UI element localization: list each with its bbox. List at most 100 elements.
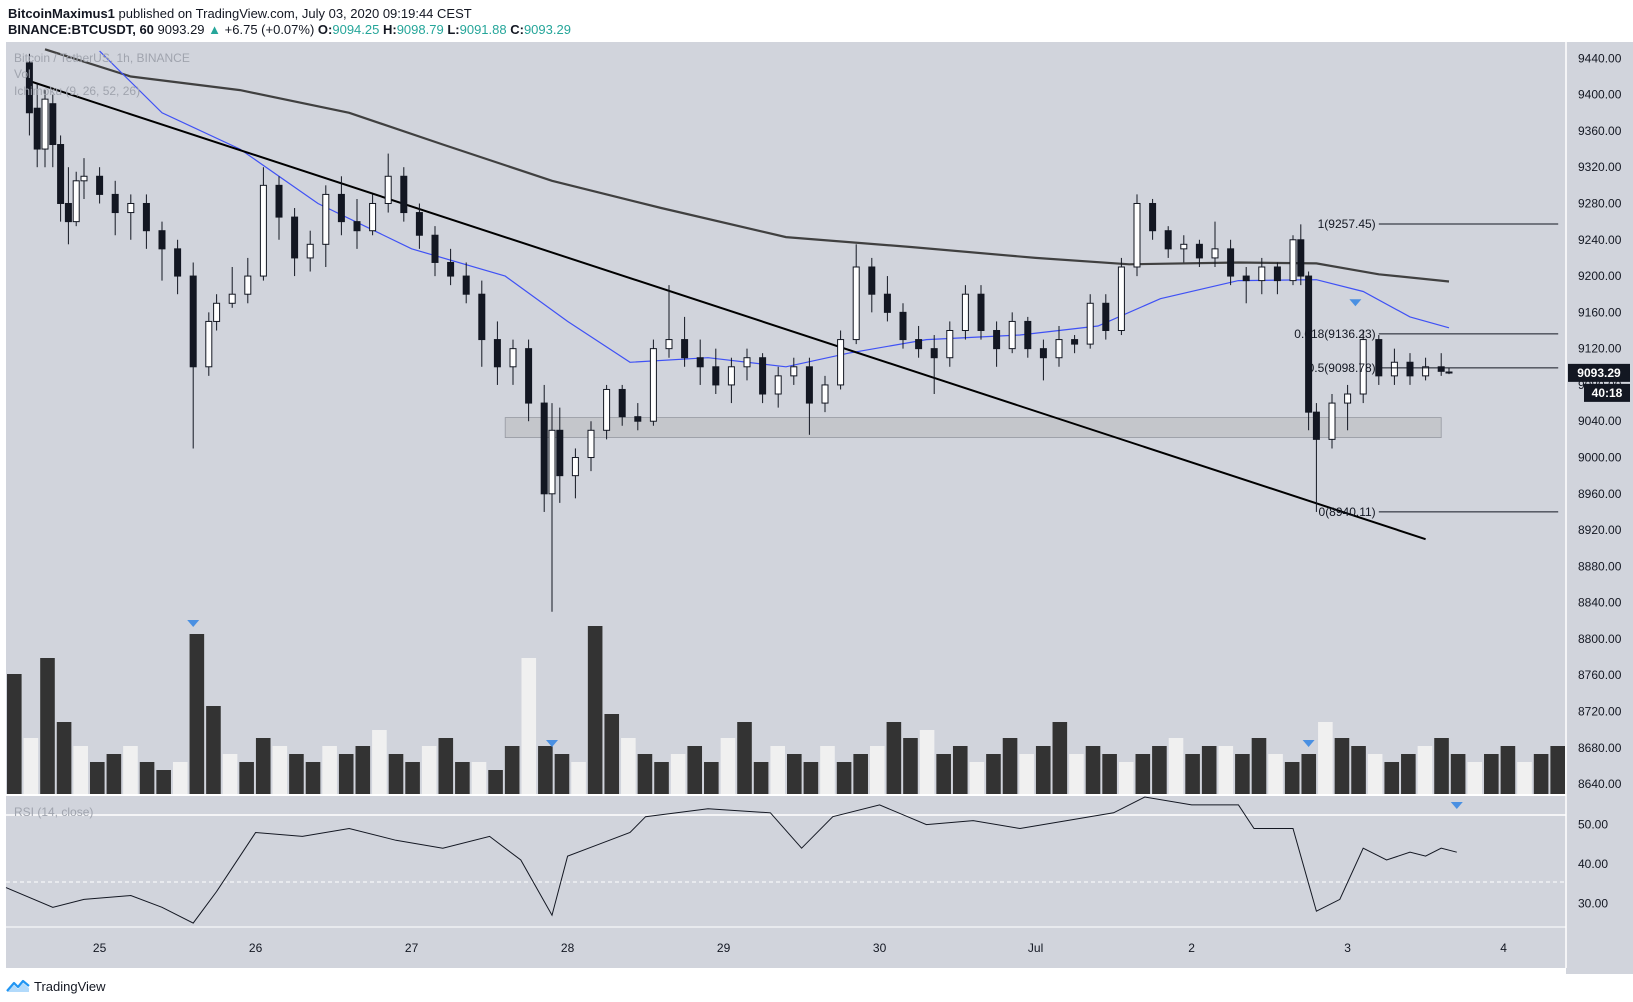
volume-bar [587,626,603,794]
candle-body-up [244,275,252,295]
candle-body-up [259,184,267,277]
legend-symbol: Bitcoin / TetherUS, 1h, BINANCE [14,51,190,65]
price-tick-label: 8880.00 [1578,559,1622,573]
candle-body-up [1008,320,1016,350]
open-value: 9094.25 [332,22,380,37]
price-tick-label: 8680.00 [1578,741,1622,755]
candle-body-down [291,216,299,259]
candle-body-up [587,429,595,459]
candle-body-down [353,221,361,232]
candle-body-down [618,388,626,418]
candle-body-up [774,375,782,395]
last-price: 9093.29 [157,22,205,37]
volume-bar [172,762,188,794]
candle-body-down [993,329,1001,350]
volume-bar [787,754,802,794]
low-value: 9091.88 [459,22,507,37]
volume-bar [737,722,752,794]
volume-bar [255,738,271,794]
candle-body-down [96,175,104,195]
price-tick-label: 9320.00 [1578,160,1622,174]
candle-body-up [1133,202,1141,268]
price-tick-label: 9120.00 [1578,342,1622,356]
candle-body-down [899,311,907,341]
volume-bar [40,658,55,794]
chart-header: BitcoinMaximus1 published on TradingView… [0,0,1633,42]
volume-bar [1351,746,1366,794]
candle-body-down [930,348,938,359]
price-tick-label: 8920.00 [1578,523,1622,537]
candle-body-up [649,348,657,422]
volume-bar [886,722,902,794]
candle-body-down [57,144,65,204]
candle-body-down [337,193,345,223]
candle-body-down [696,357,704,368]
candle-body-down [1312,411,1320,440]
legend-ichimoku: Ichimoku (9, 26, 52, 26) [14,84,140,98]
candle-body-down [1437,366,1445,372]
candle-body-up [727,366,735,386]
volume-bar [1384,762,1400,794]
volume-bar [7,674,22,794]
volume-bar [1367,754,1383,794]
price-chart[interactable]: 1(9257.45) 0.618(9136.23) 0.5(9098.78) 0(89… [0,42,1633,974]
ohlc-line: BINANCE:BTCUSDT, 60 9093.29 ▲ +6.75 (+0.… [8,22,571,37]
candle-body-down [540,402,548,495]
candle-body-up [322,193,330,245]
candle-body-down [1071,339,1079,345]
candle-body-up [1055,339,1063,359]
price-axis-labels: 9440.00 9400.00 9360.00 9320.00 9280.00 9240.… [1578,51,1622,791]
price-tick-label: 8640.00 [1578,777,1622,791]
price-tick-label: 9400.00 [1578,88,1622,102]
price-tick-label: 9160.00 [1578,305,1622,319]
high-value: 9098.79 [396,22,444,37]
price-tick-label: 9280.00 [1578,196,1622,210]
tradingview-logo-icon [6,979,30,992]
volume-bar [704,762,719,794]
candle-body-up [1289,239,1297,282]
time-tick-label: 27 [405,941,419,955]
candle-body-up [961,293,969,331]
candle-body-up [790,366,798,377]
candle-body-up [1344,393,1352,404]
chart-legend: Bitcoin / TetherUS, 1h, BINANCE Vol Ichi… [14,51,190,819]
rsi-signal-marker-icon [1450,802,1463,809]
candle-body-down [478,293,486,341]
candle-body-up [1180,243,1188,250]
candle-body-down [681,339,689,359]
fib-level-label: 1(9257.45) [1318,217,1376,231]
volume-bar [206,706,221,794]
legend-rsi: RSI (14, close) [14,805,93,819]
rsi-pane [5,794,1566,924]
fib-level-label: 0(8940.11) [1319,505,1376,519]
volume-bar [571,762,586,794]
volume-bar [1002,738,1018,794]
close-label: C: [510,22,524,37]
author-name[interactable]: BitcoinMaximus1 [8,6,115,21]
candle-body-down [883,293,891,313]
volume-bar [289,754,304,794]
volume-bar [156,770,171,794]
fib-level-label: 0.618(9136.23) [1294,327,1375,341]
rsi-tick-label: 50.00 [1578,818,1608,832]
candle-body-up [80,175,88,182]
candle-body-down [111,193,119,214]
candle-body-down [415,212,423,236]
tradingview-footer[interactable]: TradingView [6,976,106,996]
price-tick-label: 9240.00 [1578,233,1622,247]
candle-body-down [174,248,182,277]
candle-body-up [213,302,221,322]
volume-bar [421,746,437,794]
volume-bar [1284,762,1300,794]
volume-bar [1550,746,1565,794]
candlesticks [25,53,1453,612]
volume-bar [869,746,885,794]
candle-body-down [1297,239,1305,277]
candle-body-down [49,103,57,146]
volume-bar [123,746,138,794]
time-tick-label: Jul [1028,941,1043,955]
volume-bar [1118,762,1134,794]
volume-bar [488,770,503,794]
volume-bar [554,754,570,794]
volume-bar [621,738,636,794]
